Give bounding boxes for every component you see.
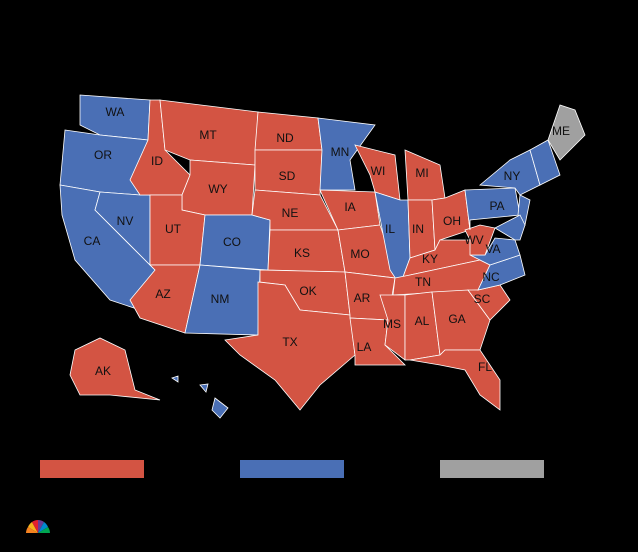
state-label: IN <box>412 222 424 236</box>
state-label: WY <box>208 182 227 196</box>
legend-swatch <box>440 460 544 478</box>
state-label: CA <box>84 234 101 248</box>
state-labels: WA OR CA NV ID MT WY UT CO AZ NM ND SD NE KS OK TX MN IA MO… <box>84 105 570 378</box>
state-shape <box>529 139 561 186</box>
state-label: MS <box>383 317 401 331</box>
state-label: FL <box>478 360 492 374</box>
state-label: MT <box>199 128 217 142</box>
state-shape <box>467 284 511 321</box>
state-label: CO <box>223 235 241 249</box>
state-label: NE <box>282 206 299 220</box>
state-shape <box>494 214 526 241</box>
state-label: ID <box>151 154 163 168</box>
legend-swatch <box>40 460 144 478</box>
state-label: TX <box>282 335 297 349</box>
state-label: MI <box>415 166 428 180</box>
state-label: IA <box>344 200 355 214</box>
logo-feather <box>28 522 38 533</box>
state-label: SC <box>474 292 491 306</box>
state-shape <box>464 187 521 231</box>
state-label: LA <box>357 340 372 354</box>
logo-feather <box>38 520 44 533</box>
state-label: AL <box>415 314 430 328</box>
state-shape <box>171 375 229 419</box>
state-label: WI <box>371 164 386 178</box>
legend <box>40 460 544 478</box>
logo <box>26 520 50 533</box>
state-label: TN <box>415 275 431 289</box>
state-shape <box>69 337 161 401</box>
state-label: OR <box>94 148 112 162</box>
state-shape <box>224 281 356 411</box>
state-label: IL <box>385 222 395 236</box>
state-label: KY <box>422 252 438 266</box>
logo-feather <box>32 520 38 533</box>
state-shape <box>317 117 376 191</box>
state-label: PA <box>489 199 504 213</box>
state-label: NV <box>117 214 134 228</box>
state-label: AZ <box>155 287 170 301</box>
state-label: ND <box>276 131 294 145</box>
state-shape <box>477 254 526 291</box>
state-label: VA <box>485 242 500 256</box>
state-label: WV <box>464 233 483 247</box>
state-shape <box>547 104 586 161</box>
state-label: GA <box>448 312 465 326</box>
state-label: NM <box>211 292 230 306</box>
state-label: KS <box>294 246 310 260</box>
state-label: MN <box>331 145 350 159</box>
legend-swatch <box>240 460 344 478</box>
state-label: ME <box>552 124 570 138</box>
logo-feather <box>26 527 38 533</box>
state-label: OK <box>299 284 316 298</box>
state-label: SD <box>279 169 296 183</box>
state-label: NC <box>482 270 500 284</box>
state-label: OH <box>443 214 461 228</box>
state-shape <box>409 349 501 411</box>
state-label: NY <box>504 169 521 183</box>
state-label: WA <box>106 105 125 119</box>
state-label: MO <box>350 247 369 261</box>
logo-feather <box>38 522 48 533</box>
state-label: UT <box>165 222 182 236</box>
state-label: AR <box>354 291 371 305</box>
states <box>59 94 586 419</box>
state-label: AK <box>95 364 111 378</box>
logo-feather <box>38 527 50 533</box>
state-shape <box>379 294 406 361</box>
